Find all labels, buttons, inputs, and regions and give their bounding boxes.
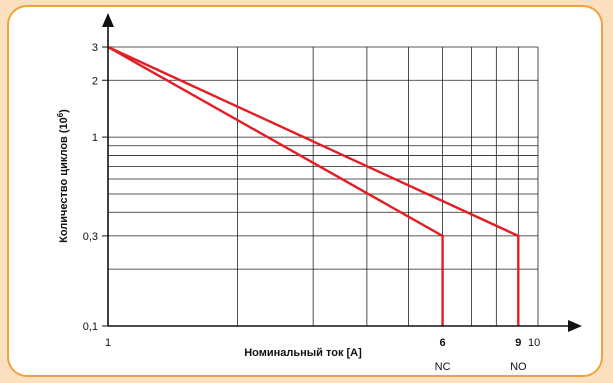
horizontal-grid [108,46,538,270]
axes [102,13,582,332]
y-axis-label-main: Количество циклов (10 [58,117,70,243]
x-tick-label-2: 9 [515,337,521,349]
y-tick-labels: 0,1 0,3 1 2 3 [83,42,108,333]
y-tick-label-4: 3 [92,42,98,54]
y-tick-label-2: 1 [92,132,98,144]
series-label-nc: NC [435,361,451,373]
x-axis-arrow-icon [568,320,582,332]
y-tick-label-3: 2 [92,75,98,87]
y-axis-label: Количество циклов (106) [56,109,70,243]
y-axis-arrow-icon [102,13,114,27]
x-tick-label-1: 6 [440,337,446,349]
x-tick-label-0: 1 [105,337,111,349]
y-axis-label-close: ) [58,109,70,113]
x-axis-label: Номинальный ток [A] [244,347,362,359]
y-tick-label-0: 0,1 [83,321,98,333]
series-line-2 [107,45,520,326]
chart-frame [7,5,603,377]
vertical-grid [237,47,539,326]
x-tick-labels: 1 6 9 10 [105,337,540,349]
series-lines [107,45,520,326]
x-tick-label-3: 10 [528,337,540,349]
series-labels: NC NO [435,361,527,373]
y-tick-label-1: 0,3 [83,231,98,243]
y-axis-label-exponent: 6 [56,112,65,117]
series-line-1 [107,45,444,326]
series-label-no: NO [510,361,527,373]
